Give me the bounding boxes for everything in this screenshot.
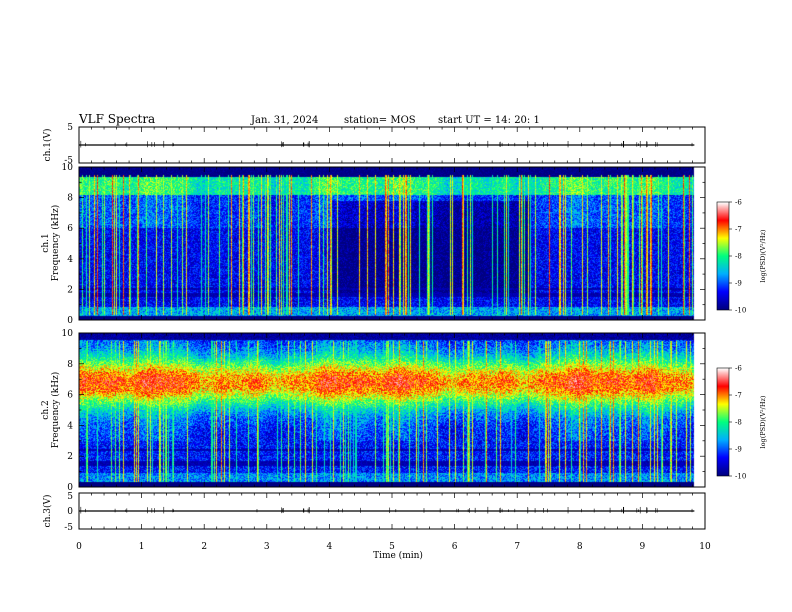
ch1-colorbar: -6 -7 -8 -9 -10 log(PSD)(V²/Hz) <box>716 199 767 315</box>
colorbar-tick-label: -8 <box>735 419 742 427</box>
time-axis-tick-label: 6 <box>452 542 458 552</box>
ch2-spectrogram-panel: 0 2 4 6 8 10 ch.2 Frequency (kHz) <box>41 329 706 493</box>
y-tick-label: 4 <box>67 421 73 431</box>
y-tick-label: 2 <box>67 285 73 295</box>
y-tick-label: 6 <box>67 224 73 234</box>
y-tick-label: 8 <box>67 194 73 204</box>
y-tick-label: 0 <box>67 316 73 326</box>
time-axis-tick-label: 9 <box>640 542 646 552</box>
time-axis-tick-label: 4 <box>327 542 333 552</box>
ch1-waveform-trace <box>78 140 695 148</box>
ch1-spectrogram-image <box>79 167 705 320</box>
y-tick-label: 8 <box>67 360 73 370</box>
ch2-spectrogram-ylabel-channel: ch.2 <box>41 400 51 419</box>
time-axis-tick-label: 3 <box>264 542 270 552</box>
time-axis-tick-label: 8 <box>577 542 583 552</box>
ch1-colorbar-label: log(PSD)(V²/Hz) <box>759 229 767 282</box>
colorbar-tick-label: -9 <box>735 280 742 288</box>
y-tick-label: 4 <box>67 255 73 265</box>
ch3-ytick-top: 5 <box>67 492 73 502</box>
ch2-colorbar: -6 -7 -8 -9 -10 log(PSD)(V²/Hz) <box>716 365 767 481</box>
y-tick-label: 10 <box>62 329 74 339</box>
ch1-spectrogram-ylabel-channel: ch.1 <box>41 233 51 252</box>
colorbar-tick-label: -6 <box>735 365 742 373</box>
ch3-ytick-middle: 0 <box>67 507 73 517</box>
time-axis-tick-label: 10 <box>699 542 711 552</box>
colorbar-tick-label: -10 <box>735 307 746 315</box>
ch1-spectrogram-xticks <box>78 167 706 320</box>
ch2-spectrogram-image <box>79 333 705 487</box>
ch2-spectrogram-yticks: 0 2 4 6 8 10 <box>62 329 705 493</box>
ch1-waveform-panel: 5 -5 ch.1(V) <box>42 123 706 166</box>
y-tick-label: 2 <box>67 452 73 462</box>
time-axis-tick-label: 7 <box>514 542 520 552</box>
ch2-colorbar-label: log(PSD)(V²/Hz) <box>759 395 767 448</box>
ch1-spectrogram-panel: 0 2 4 6 8 10 ch.1 Frequency (kHz) <box>41 163 706 326</box>
y-tick-label: 6 <box>67 391 73 401</box>
time-axis-label: Time (min) <box>373 550 423 561</box>
y-tick-label: 10 <box>62 163 74 173</box>
colorbar-tick-label: -7 <box>735 226 742 234</box>
station-label: station= MOS <box>344 115 416 126</box>
ch1-ytick-top: 5 <box>67 123 73 133</box>
ch1-waveform-ylabel: ch.1(V) <box>42 129 53 162</box>
colorbar-tick-label: -10 <box>735 473 746 481</box>
ch2-colorbar-ticks: -6 -7 -8 -9 -10 <box>729 365 746 481</box>
ch1-waveform-xticks <box>78 127 706 163</box>
ch1-spectrogram-ylabel: Frequency (kHz) <box>50 205 61 282</box>
ch1-spectrogram-yticks: 0 2 4 6 8 10 <box>62 163 705 326</box>
time-axis-tick-label: 2 <box>201 542 207 552</box>
ch1-colorbar-ticks: -6 -7 -8 -9 -10 <box>729 199 746 315</box>
ch3-waveform-ylabel: ch.3(V) <box>42 495 53 528</box>
ch3-waveform-xticks <box>78 493 706 529</box>
colorbar-tick-label: -9 <box>735 446 742 454</box>
time-axis-tick-labels: 0 1 2 3 4 5 6 7 8 9 10 <box>76 542 711 552</box>
time-axis-tick-label: 0 <box>76 542 82 552</box>
ch3-waveform-panel: 5 0 -5 ch.3(V) <box>42 492 706 533</box>
ch2-colorbar-gradient <box>717 368 729 476</box>
ch1-colorbar-gradient <box>717 202 729 310</box>
ch3-ytick-bottom: -5 <box>64 523 73 533</box>
figure-title: VLF Spectra <box>78 112 155 126</box>
time-axis-tick-label: 1 <box>139 542 145 552</box>
colorbar-tick-label: -8 <box>735 253 742 261</box>
ch1-ytick-bottom: -5 <box>64 156 73 166</box>
ch3-waveform-trace <box>78 506 695 514</box>
colorbar-tick-label: -7 <box>735 392 742 400</box>
ch2-spectrogram-xticks <box>78 333 706 487</box>
time-axis-tick-label: 5 <box>389 542 395 552</box>
ch2-spectrogram-ylabel: Frequency (kHz) <box>50 372 61 449</box>
y-tick-label: 0 <box>67 483 73 493</box>
date-label: Jan. 31, 2024 <box>250 115 318 126</box>
colorbar-tick-label: -6 <box>735 199 742 207</box>
start-time-label: start UT = 14: 20: 1 <box>438 115 540 126</box>
